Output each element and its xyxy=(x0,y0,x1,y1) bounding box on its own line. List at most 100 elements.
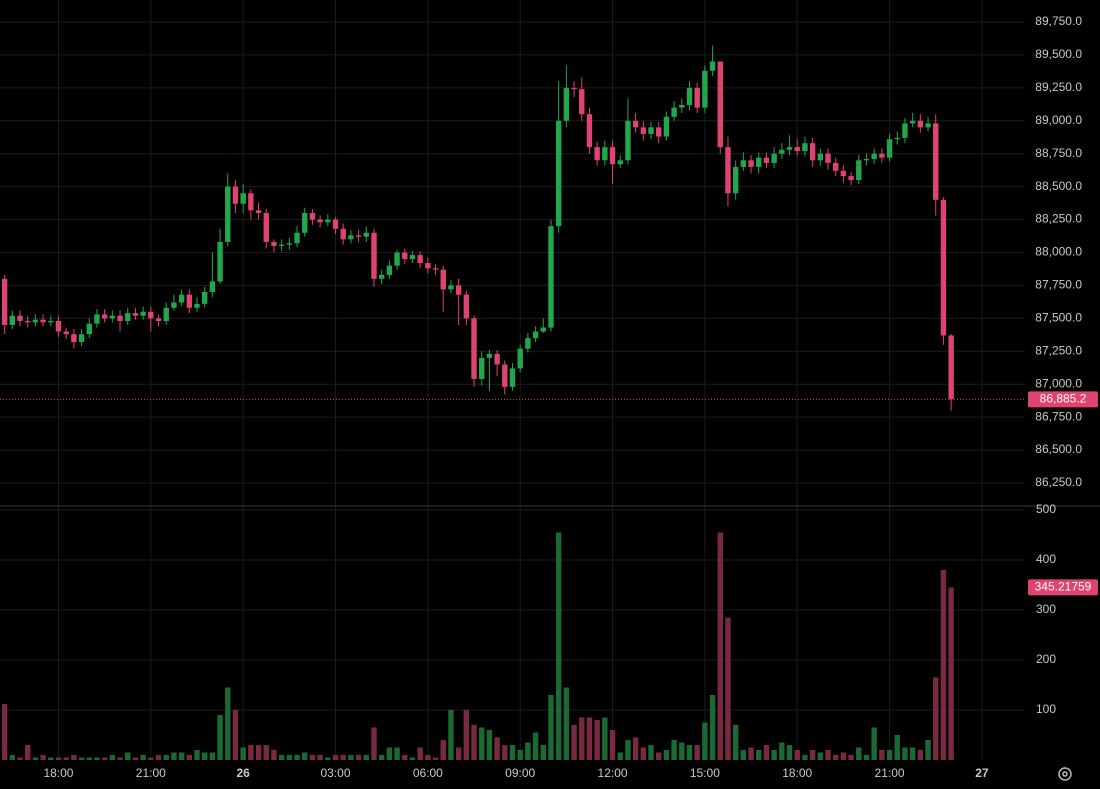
settings-gear[interactable] xyxy=(1058,767,1072,781)
candle-body xyxy=(132,313,139,316)
volume-bar xyxy=(1,704,8,760)
volume-bar xyxy=(117,757,123,760)
price-tick-label: 87,500.0 xyxy=(1035,311,1082,325)
candle-body xyxy=(32,319,39,323)
candle-body xyxy=(148,311,154,319)
volume-bar xyxy=(771,750,777,760)
last-volume-box xyxy=(1028,579,1098,596)
candle-body xyxy=(479,357,485,379)
candle-body xyxy=(494,353,500,365)
candle-body xyxy=(294,232,300,244)
candle-body xyxy=(101,314,108,319)
candle-body xyxy=(40,319,46,323)
candle-body xyxy=(348,235,354,240)
candle-body xyxy=(240,193,246,204)
volume-bar xyxy=(140,755,146,760)
volume-bar xyxy=(479,727,485,760)
settings-center[interactable] xyxy=(1062,771,1068,777)
volume-bar xyxy=(579,717,585,760)
volume-bar xyxy=(186,755,192,760)
volume-bar xyxy=(663,750,670,760)
volume-bar xyxy=(794,750,800,760)
candle-body xyxy=(532,331,539,339)
candle-body xyxy=(340,228,346,240)
candle-body xyxy=(871,153,877,159)
candle-body xyxy=(194,303,200,308)
candle-body xyxy=(455,285,462,295)
volume-bar xyxy=(602,717,608,760)
volume-tick-label: 200 xyxy=(1036,652,1056,666)
candle-body xyxy=(594,147,600,161)
volume-bar xyxy=(671,740,677,760)
volume-bar xyxy=(894,735,900,760)
volume-bar xyxy=(63,757,69,760)
candle-body xyxy=(248,193,254,211)
volume-bar xyxy=(201,752,208,760)
volume-bar xyxy=(686,745,693,760)
price-tick-label: 88,500.0 xyxy=(1035,179,1082,193)
candle-body xyxy=(656,127,662,137)
volume-bar xyxy=(86,757,92,760)
price-tick-label: 89,250.0 xyxy=(1035,80,1082,94)
volume-bar xyxy=(455,747,462,760)
volume-bar xyxy=(448,710,454,760)
candle-body xyxy=(579,89,585,115)
price-tick-label: 89,000.0 xyxy=(1035,113,1082,127)
volume-bar xyxy=(809,750,816,760)
volume-bar xyxy=(917,750,924,760)
last-volume-label: 345.21759 xyxy=(1035,580,1092,594)
candle-body xyxy=(317,219,323,223)
time-tick-label: 18:00 xyxy=(43,766,73,780)
candle-body xyxy=(394,252,400,266)
time-tick-label: 12:00 xyxy=(598,766,628,780)
candle-body xyxy=(48,320,54,323)
price-tick-label: 87,750.0 xyxy=(1035,278,1082,292)
volume-bar xyxy=(617,752,623,760)
volume-bar xyxy=(225,687,231,760)
volume-bar xyxy=(563,687,570,760)
candle-body xyxy=(155,318,162,321)
candle-body xyxy=(386,265,393,275)
volume-tick-label: 400 xyxy=(1036,552,1056,566)
candle-body xyxy=(25,320,31,323)
volume-bar xyxy=(363,755,369,760)
candle-body xyxy=(125,313,131,321)
volume-bar xyxy=(586,717,593,760)
candle-body xyxy=(302,212,308,233)
volume-bar xyxy=(240,747,246,760)
candle-body xyxy=(1,278,8,325)
volume-bar xyxy=(594,720,600,760)
candle-body xyxy=(332,219,339,229)
volume-bar xyxy=(948,587,954,760)
time-tick-label: 15:00 xyxy=(690,766,720,780)
volume-bar xyxy=(817,752,824,760)
candle-body xyxy=(232,186,239,204)
candle-body xyxy=(555,120,562,227)
candle-body xyxy=(617,160,623,165)
volume-bar xyxy=(294,755,300,760)
candle-body xyxy=(879,153,885,158)
volume-bar xyxy=(9,755,16,760)
candle-body xyxy=(694,87,700,108)
volume-bar xyxy=(178,752,185,760)
candle-body xyxy=(756,157,762,167)
candle-body xyxy=(786,147,793,150)
volume-bar xyxy=(263,745,269,760)
candle-body xyxy=(417,255,423,264)
candle-body xyxy=(402,252,408,260)
volume-bar xyxy=(371,727,377,760)
settings-icon[interactable] xyxy=(1058,767,1072,781)
candle-body xyxy=(109,315,116,319)
volume-bar xyxy=(48,757,54,760)
volume-bar xyxy=(55,757,62,760)
volume-bar xyxy=(71,755,77,760)
volume-bar xyxy=(486,730,493,760)
candle-body xyxy=(679,104,685,108)
volume-bar xyxy=(732,725,739,760)
volume-bar xyxy=(902,747,908,760)
volume-bar xyxy=(502,745,508,760)
candle-body xyxy=(94,314,100,324)
last-price-label: 86,885.2 xyxy=(1040,392,1087,406)
volume-bar xyxy=(94,757,100,760)
volume-bar xyxy=(402,755,408,760)
